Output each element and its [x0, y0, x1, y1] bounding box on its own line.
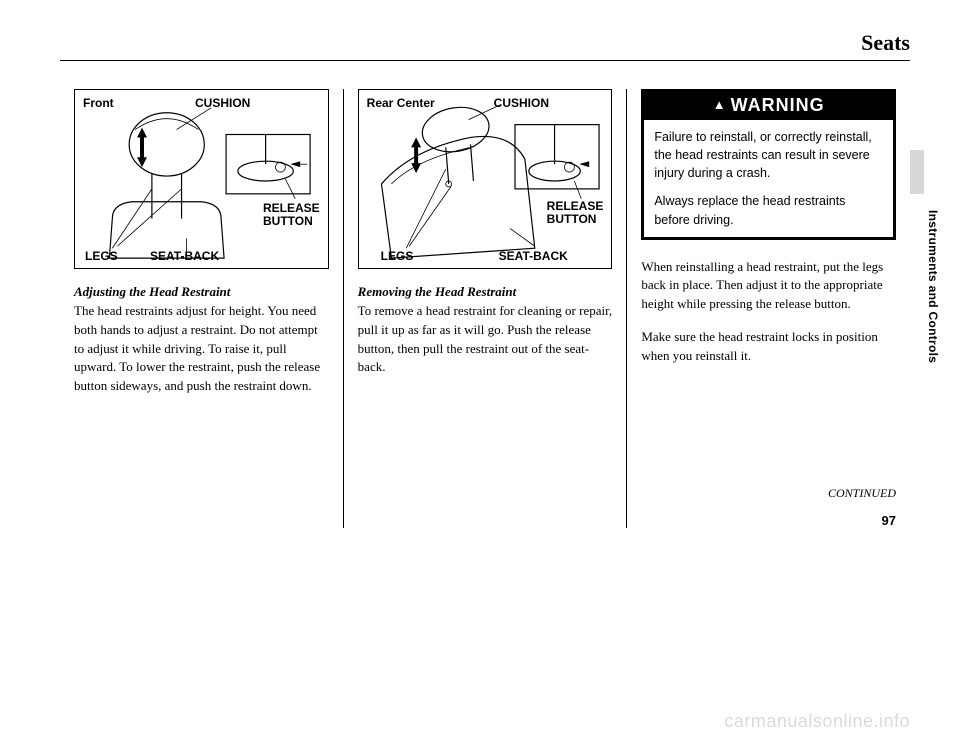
fig-label-seatback-2: SEAT-BACK: [499, 249, 568, 263]
col3-para1: When reinstalling a head restraint, put …: [641, 258, 896, 315]
figure-front-headrest: Front CUSHION RELEASE BUTTON LEGS SEAT-B…: [74, 89, 329, 269]
figure-rear-headrest: Rear Center CUSHION RELEASE BUTTON LEGS …: [358, 89, 613, 269]
col2-paragraph: Removing the Head Restraint To remove a …: [358, 283, 613, 377]
col1-subheading: Adjusting the Head Restraint: [74, 284, 230, 299]
fig-label-legs-2: LEGS: [381, 249, 414, 263]
front-headrest-diagram: [75, 90, 328, 268]
col2-subheading: Removing the Head Restraint: [358, 284, 517, 299]
page-number: 97: [641, 513, 896, 528]
fig-label-release-2: RELEASE BUTTON: [547, 200, 604, 226]
manual-page: Seats Instruments and Controls: [0, 0, 960, 742]
col3-para2: Make sure the head restraint locks in po…: [641, 328, 896, 366]
column-1: Front CUSHION RELEASE BUTTON LEGS SEAT-B…: [60, 89, 343, 528]
content-columns: Front CUSHION RELEASE BUTTON LEGS SEAT-B…: [60, 89, 910, 528]
fig-label-release: RELEASE BUTTON: [263, 202, 320, 228]
column-2: Rear Center CUSHION RELEASE BUTTON LEGS …: [343, 89, 627, 528]
fig-label-front: Front: [83, 96, 114, 110]
fig-label-seatback: SEAT-BACK: [150, 249, 219, 263]
warning-p1: Failure to reinstall, or correctly reins…: [654, 128, 883, 182]
page-header: Seats: [60, 30, 910, 61]
page-title: Seats: [60, 30, 910, 56]
side-tab: [910, 150, 924, 194]
warning-box: WARNING Failure to reinstall, or correct…: [641, 89, 896, 240]
warning-p2: Always replace the head restraints befor…: [654, 192, 883, 228]
col1-paragraph: Adjusting the Head Restraint The head re…: [74, 283, 329, 396]
column-3: WARNING Failure to reinstall, or correct…: [626, 89, 910, 528]
col2-body: To remove a head restraint for cleaning …: [358, 303, 612, 375]
continued-label: CONTINUED: [641, 486, 896, 501]
fig-label-cushion-2: CUSHION: [494, 96, 549, 110]
rear-headrest-diagram: [359, 90, 612, 268]
warning-body: Failure to reinstall, or correctly reins…: [644, 120, 893, 237]
fig-label-legs: LEGS: [85, 249, 118, 263]
col1-body: The head restraints adjust for height. Y…: [74, 303, 320, 393]
side-section-label: Instruments and Controls: [926, 210, 940, 363]
warning-header: WARNING: [644, 92, 893, 120]
watermark: carmanualsonline.info: [724, 711, 910, 732]
fig-label-cushion: CUSHION: [195, 96, 250, 110]
fig-label-rear: Rear Center: [367, 96, 435, 110]
